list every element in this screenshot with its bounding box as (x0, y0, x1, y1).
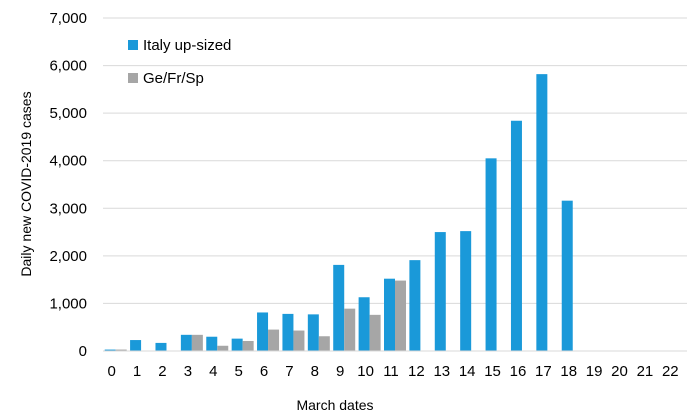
bar-ge-fr-sp-10 (369, 314, 381, 351)
y-tick-label: 0 (79, 343, 87, 360)
y-tick-label: 5,000 (49, 105, 87, 122)
bar-ge-fr-sp-9 (344, 308, 356, 351)
bar-italy-18 (561, 200, 573, 351)
y-axis-title: Daily new COVID-2019 cases (18, 91, 34, 276)
x-tick-label: 3 (184, 363, 192, 380)
bar-italy-7 (282, 313, 294, 351)
x-tick-label: 19 (586, 363, 603, 380)
x-tick-label: 4 (209, 363, 217, 380)
legend-label-italy: Italy up-sized (143, 37, 231, 54)
bar-italy-0 (104, 349, 116, 351)
bar-italy-10 (358, 297, 370, 351)
y-tick-label: 7,000 (49, 10, 87, 27)
x-tick-label: 22 (662, 363, 679, 380)
bar-italy-11 (384, 278, 395, 351)
x-tick-label: 11 (383, 363, 399, 380)
x-tick-label: 5 (234, 363, 242, 380)
x-tick-label: 12 (408, 363, 425, 380)
bar-italy-8 (307, 314, 319, 351)
x-tick-label: 21 (637, 363, 654, 380)
x-tick-label: 6 (260, 363, 268, 380)
bar-ge-fr-sp-8 (318, 336, 330, 351)
x-tick-label: 0 (108, 363, 116, 380)
x-tick-labels: 0 1 2 3 4 5 6 7 8 9 10 11 12 13 14 15 16 17 18 19 20 21 22 (108, 363, 679, 380)
y-tick-label: 1,000 (49, 295, 87, 312)
bar-ge-fr-sp-11 (395, 280, 406, 351)
bar-italy-16 (510, 120, 522, 351)
bar-italy-4 (206, 336, 218, 351)
x-tick-label: 17 (535, 363, 552, 380)
bars (104, 74, 573, 352)
legend-swatch-ge-fr-sp (128, 73, 138, 83)
x-tick-label: 7 (285, 363, 293, 380)
bar-italy-1 (130, 340, 142, 351)
bar-italy-9 (333, 264, 345, 351)
bar-ge-fr-sp-3 (191, 334, 203, 351)
bar-italy-17 (536, 74, 548, 352)
y-tick-label: 3,000 (49, 200, 87, 217)
x-tick-label: 8 (311, 363, 319, 380)
bar-italy-2 (155, 342, 167, 351)
x-tick-label: 14 (459, 363, 476, 380)
gridlines (103, 17, 687, 304)
bar-ge-fr-sp-4 (217, 345, 229, 351)
bar-italy-13 (434, 232, 446, 351)
bar-italy-5 (231, 338, 243, 351)
legend-label-ge-fr-sp: Ge/Fr/Sp (143, 70, 204, 87)
bar-ge-fr-sp-0 (115, 349, 127, 351)
bar-ge-fr-sp-5 (242, 341, 254, 351)
legend: Italy up-sized Ge/Fr/Sp (128, 37, 231, 87)
bar-italy-14 (460, 231, 472, 351)
x-tick-label: 2 (158, 363, 166, 380)
y-tick-label: 4,000 (49, 153, 87, 170)
x-tick-label: 16 (510, 363, 527, 380)
y-tick-labels: 0 1,000 2,000 3,000 4,000 5,000 6,000 7,000 (49, 10, 87, 360)
y-tick-label: 6,000 (49, 58, 87, 75)
x-tick-label: 1 (133, 363, 141, 380)
bar-italy-6 (257, 312, 269, 351)
legend-swatch-italy (128, 40, 138, 50)
bar-ge-fr-sp-6 (268, 329, 280, 351)
x-tick-label: 20 (611, 363, 628, 380)
x-tick-label: 9 (336, 363, 344, 380)
bar-italy-15 (485, 158, 497, 351)
bar-ge-fr-sp-7 (293, 330, 305, 351)
bar-italy-3 (180, 334, 192, 351)
bar-italy-12 (409, 260, 421, 351)
x-axis-title: March dates (296, 397, 373, 413)
y-tick-label: 2,000 (49, 248, 87, 265)
x-tick-label: 15 (484, 363, 501, 380)
x-tick-label: 10 (357, 363, 374, 380)
x-tick-label: 13 (433, 363, 450, 380)
x-tick-label: 18 (560, 363, 577, 380)
